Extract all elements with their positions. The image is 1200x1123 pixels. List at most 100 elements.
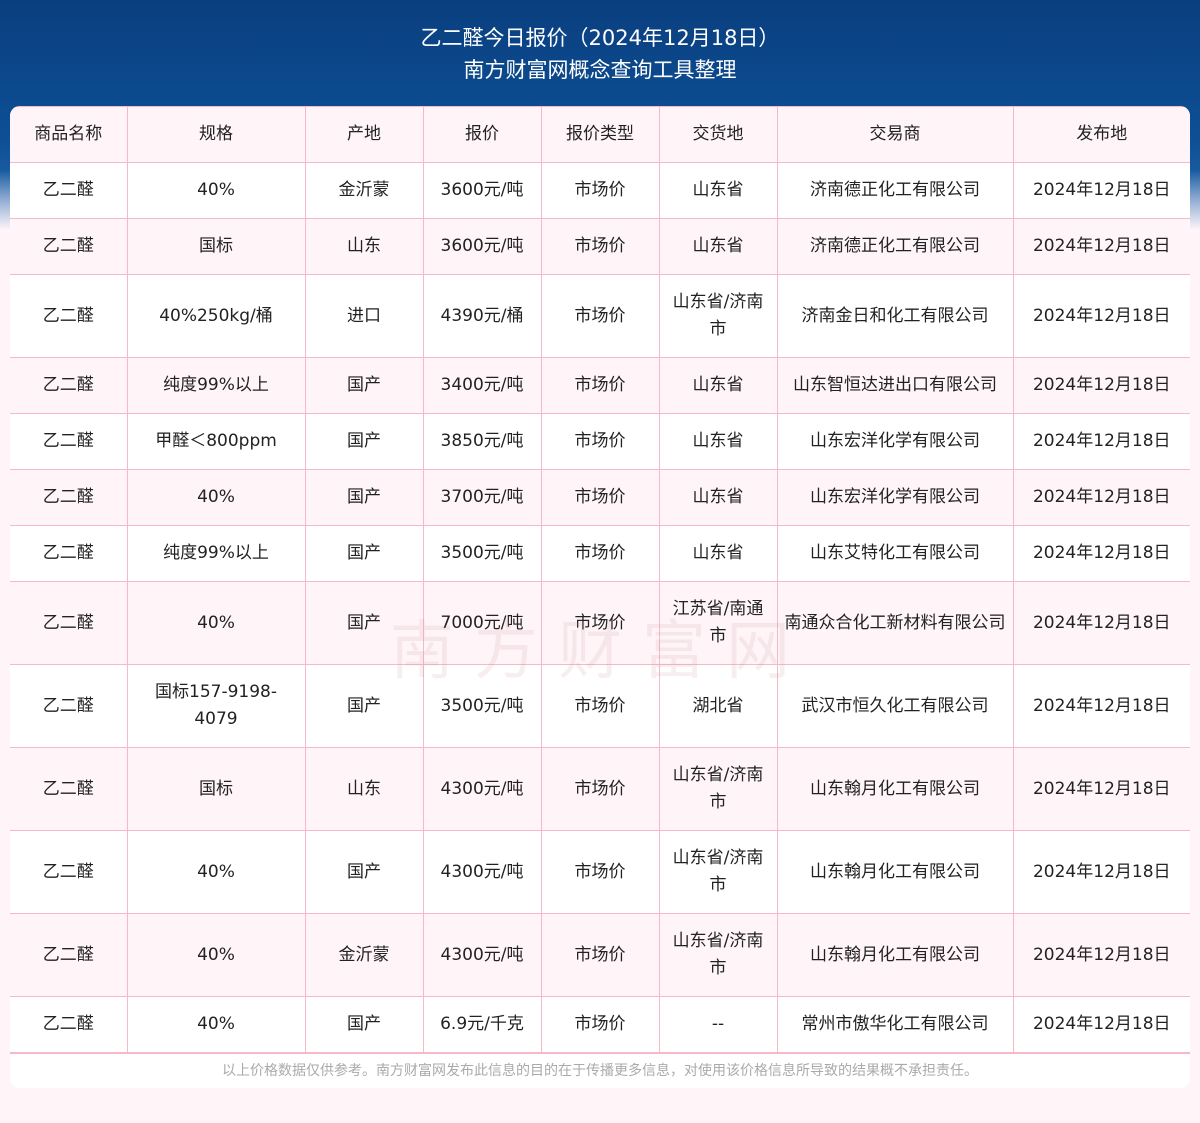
- table-cell: 2024年12月18日: [1012, 357, 1190, 414]
- table-cell: 6.9元/千克: [422, 996, 542, 1053]
- table-cell: 乙二醛: [10, 830, 128, 914]
- price-table-card: 商品名称 规格 产地 报价 报价类型 交货地 交易商 发布地 乙二醛 40% 金沂蒙 3600元/吨…: [10, 106, 1190, 1088]
- table-cell: 2024年12月18日: [1012, 274, 1190, 358]
- table-cell: 国产: [304, 525, 424, 582]
- table-cell: 2024年12月18日: [1012, 581, 1190, 665]
- column-header: 产地: [304, 106, 424, 163]
- table-cell: 乙二醛: [10, 469, 128, 526]
- table-cell: 2024年12月18日: [1012, 913, 1190, 997]
- table-cell: 山东省: [658, 357, 778, 414]
- table-cell: 40%: [126, 162, 306, 219]
- table-cell: 纯度99%以上: [126, 525, 306, 582]
- table-cell: 40%: [126, 830, 306, 914]
- table-cell: 山东艾特化工有限公司: [776, 525, 1014, 582]
- table-cell: 乙二醛: [10, 413, 128, 470]
- table-cell: 3600元/吨: [422, 218, 542, 275]
- table-cell: 市场价: [540, 996, 660, 1053]
- disclaimer: 以上价格数据仅供参考。南方财富网发布此信息的目的在于传播更多信息，对使用该价格信…: [10, 1053, 1190, 1088]
- table-cell: 市场价: [540, 525, 660, 582]
- table-cell: 国标: [126, 747, 306, 831]
- column-header: 报价: [422, 106, 542, 163]
- table-cell: 南通众合化工新材料有限公司: [776, 581, 1014, 665]
- table-cell: 40%: [126, 581, 306, 665]
- column-header: 商品名称: [10, 106, 128, 163]
- table-cell: 山东省: [658, 413, 778, 470]
- table-cell: 国标: [126, 218, 306, 275]
- table-cell: 乙二醛: [10, 162, 128, 219]
- table-cell: 乙二醛: [10, 274, 128, 358]
- table-cell: 市场价: [540, 413, 660, 470]
- table-cell: 国产: [304, 830, 424, 914]
- table-cell: 市场价: [540, 357, 660, 414]
- table-cell: 武汉市恒久化工有限公司: [776, 664, 1014, 748]
- table-cell: 国产: [304, 357, 424, 414]
- table-cell: 2024年12月18日: [1012, 469, 1190, 526]
- table-cell: 乙二醛: [10, 996, 128, 1053]
- price-table: 商品名称 规格 产地 报价 报价类型 交货地 交易商 发布地 乙二醛 40% 金沂蒙 3600元/吨…: [10, 106, 1190, 1053]
- page-title: 乙二醛今日报价（2024年12月18日） 南方财富网概念查询工具整理: [0, 22, 1200, 86]
- table-cell: 2024年12月18日: [1012, 525, 1190, 582]
- table-cell: 金沂蒙: [304, 913, 424, 997]
- table-cell: 40%: [126, 469, 306, 526]
- table-cell: 乙二醛: [10, 747, 128, 831]
- table-cell: 山东省/济南市: [658, 747, 778, 831]
- title-sub: 南方财富网概念查询工具整理: [463, 58, 737, 82]
- table-cell: 市场价: [540, 747, 660, 831]
- table-cell: 山东翰月化工有限公司: [776, 913, 1014, 997]
- table-cell: 市场价: [540, 913, 660, 997]
- table-cell: --: [658, 996, 778, 1053]
- table-cell: 3600元/吨: [422, 162, 542, 219]
- table-row: 乙二醛 40% 国产 6.9元/千克 市场价 -- 常州市傲华化工有限公司 2024年12月1…: [10, 996, 1190, 1053]
- table-cell: 7000元/吨: [422, 581, 542, 665]
- table-cell: 山东省: [658, 469, 778, 526]
- table-row: 乙二醛 40% 国产 7000元/吨 市场价 江苏省/南通市 南通众合化工新材料有限公司 20…: [10, 581, 1190, 665]
- table-cell: 3700元/吨: [422, 469, 542, 526]
- table-cell: 市场价: [540, 664, 660, 748]
- table-cell: 乙二醛: [10, 357, 128, 414]
- column-header: 报价类型: [540, 106, 660, 163]
- table-cell: 乙二醛: [10, 581, 128, 665]
- table-cell: 山东宏洋化学有限公司: [776, 413, 1014, 470]
- table-cell: 金沂蒙: [304, 162, 424, 219]
- table-cell: 山东宏洋化学有限公司: [776, 469, 1014, 526]
- table-cell: 济南德正化工有限公司: [776, 162, 1014, 219]
- table-cell: 4390元/桶: [422, 274, 542, 358]
- table-cell: 市场价: [540, 469, 660, 526]
- table-cell: 山东: [304, 747, 424, 831]
- table-row: 乙二醛 国标 山东 3600元/吨 市场价 山东省 济南德正化工有限公司 2024年12月18…: [10, 218, 1190, 275]
- table-cell: 山东省/济南市: [658, 830, 778, 914]
- table-cell: 2024年12月18日: [1012, 830, 1190, 914]
- table-cell: 4300元/吨: [422, 830, 542, 914]
- table-cell: 纯度99%以上: [126, 357, 306, 414]
- column-header: 交易商: [776, 106, 1014, 163]
- table-cell: 乙二醛: [10, 218, 128, 275]
- column-header: 规格: [126, 106, 306, 163]
- table-cell: 市场价: [540, 162, 660, 219]
- table-cell: 2024年12月18日: [1012, 413, 1190, 470]
- table-header-row: 商品名称 规格 产地 报价 报价类型 交货地 交易商 发布地: [10, 106, 1190, 163]
- table-row: 乙二醛 国标157-9198-4079 国产 3500元/吨 市场价 湖北省 武汉市恒久化工…: [10, 664, 1190, 748]
- table-cell: 山东翰月化工有限公司: [776, 830, 1014, 914]
- table-cell: 市场价: [540, 581, 660, 665]
- table-cell: 40%250kg/桶: [126, 274, 306, 358]
- table-cell: 国产: [304, 469, 424, 526]
- table-row: 乙二醛 40% 金沂蒙 3600元/吨 市场价 山东省 济南德正化工有限公司 2024年12月…: [10, 162, 1190, 219]
- table-row: 乙二醛 国标 山东 4300元/吨 市场价 山东省/济南市 山东翰月化工有限公司 2024年1…: [10, 747, 1190, 831]
- table-cell: 2024年12月18日: [1012, 996, 1190, 1053]
- table-cell: 山东翰月化工有限公司: [776, 747, 1014, 831]
- table-cell: 国产: [304, 664, 424, 748]
- table-cell: 山东省: [658, 218, 778, 275]
- table-cell: 3400元/吨: [422, 357, 542, 414]
- table-cell: 进口: [304, 274, 424, 358]
- table-cell: 常州市傲华化工有限公司: [776, 996, 1014, 1053]
- table-row: 乙二醛 40%250kg/桶 进口 4390元/桶 市场价 山东省/济南市 济南金日和化工有…: [10, 274, 1190, 358]
- table-cell: 国产: [304, 581, 424, 665]
- table-cell: 3500元/吨: [422, 664, 542, 748]
- table-cell: 江苏省/南通市: [658, 581, 778, 665]
- table-row: 乙二醛 纯度99%以上 国产 3500元/吨 市场价 山东省 山东艾特化工有限公司 2024年…: [10, 525, 1190, 582]
- table-cell: 市场价: [540, 218, 660, 275]
- table-cell: 山东智恒达进出口有限公司: [776, 357, 1014, 414]
- table-row: 乙二醛 甲醛＜800ppm 国产 3850元/吨 市场价 山东省 山东宏洋化学有限公司 202…: [10, 413, 1190, 470]
- table-cell: 2024年12月18日: [1012, 747, 1190, 831]
- table-cell: 2024年12月18日: [1012, 162, 1190, 219]
